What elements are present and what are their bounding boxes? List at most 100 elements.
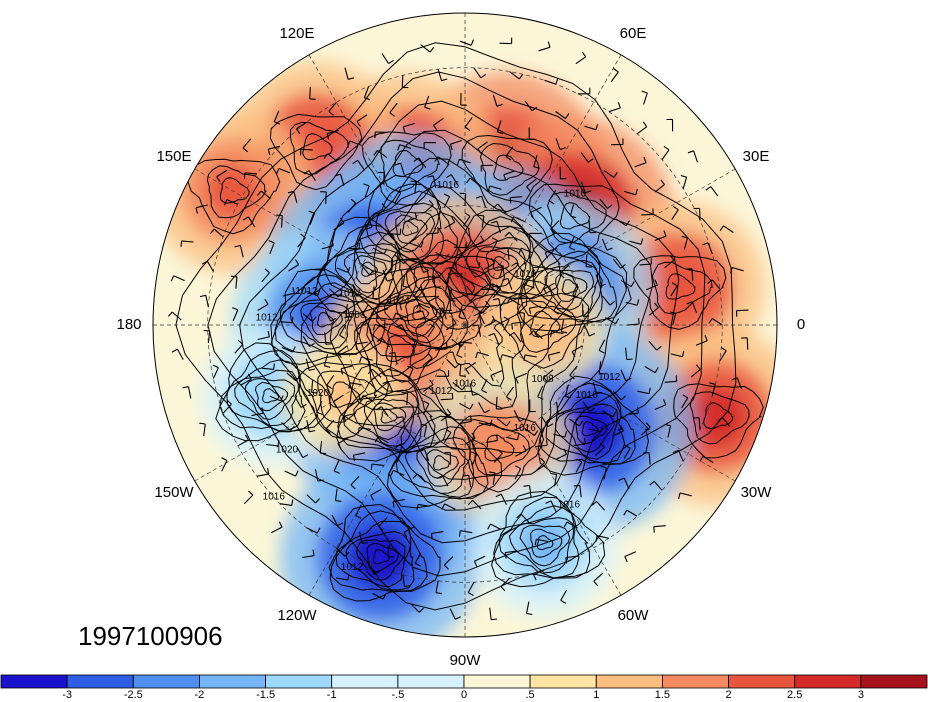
wind-barb — [449, 139, 462, 151]
wind-barb — [427, 323, 435, 338]
wind-barb — [434, 156, 449, 165]
wind-barb — [629, 238, 644, 245]
colorbar-box — [0, 674, 68, 689]
wind-barb — [321, 239, 334, 250]
wind-barb — [516, 513, 530, 523]
wind-barb — [410, 603, 424, 613]
wind-barb — [445, 317, 457, 331]
wind-barb — [378, 171, 385, 185]
isobar — [581, 421, 599, 437]
wind-barb — [336, 266, 351, 273]
wind-barb — [420, 44, 435, 53]
wind-barb — [407, 365, 414, 380]
wind-barb — [456, 158, 471, 166]
colorbar-box — [463, 674, 531, 689]
wind-barb — [549, 330, 564, 338]
timestamp-label: 1997100906 — [78, 621, 223, 651]
wind-barb — [473, 67, 487, 79]
isobar — [484, 434, 515, 462]
wind-barb — [396, 324, 408, 336]
wind-barb — [212, 364, 219, 379]
isobar — [461, 134, 553, 213]
wind-barb — [466, 177, 481, 186]
wind-barb — [466, 262, 481, 269]
isobar — [262, 388, 280, 404]
wind-barbs — [167, 37, 749, 621]
wind-barb — [222, 399, 232, 414]
wind-barb — [324, 310, 337, 322]
wind-barb — [433, 275, 441, 288]
wind-barb — [653, 525, 666, 533]
wind-barb — [509, 71, 524, 80]
wind-barb — [505, 433, 520, 441]
wind-barb — [565, 555, 578, 564]
wind-barb — [203, 329, 211, 343]
wind-barb — [505, 386, 514, 401]
wind-barb — [670, 282, 678, 297]
wind-barb — [612, 425, 624, 437]
isobar — [386, 410, 503, 509]
isobar — [508, 517, 575, 574]
longitude-label: 150E — [156, 148, 191, 165]
wind-barb — [518, 247, 533, 254]
wind-barb — [464, 432, 476, 445]
wind-barb — [399, 300, 412, 311]
wind-barb — [729, 266, 744, 274]
colorbar-box — [860, 674, 928, 689]
longitude-label: 60E — [620, 25, 647, 42]
isobar — [309, 306, 344, 336]
wind-barb — [555, 448, 567, 460]
contour-label: 1016 — [564, 189, 587, 200]
wind-barb — [171, 348, 184, 360]
wind-barb — [488, 332, 500, 345]
contour-label: 1016 — [437, 180, 460, 191]
wind-barb — [387, 544, 394, 558]
wind-barb — [230, 275, 238, 289]
wind-barb — [582, 304, 589, 317]
wind-barb — [336, 573, 350, 581]
wind-barb — [595, 274, 606, 287]
isobar — [353, 255, 388, 285]
isobar — [539, 382, 636, 466]
wind-barb — [435, 342, 448, 351]
wind-barb — [464, 116, 473, 132]
wind-barb — [306, 419, 316, 433]
wind-barb — [303, 170, 316, 181]
colorbar-box — [66, 674, 134, 689]
colorbar-box — [132, 674, 200, 689]
colorbar-box — [529, 674, 597, 689]
colorbar-label: -2.5 — [124, 689, 143, 701]
wind-barb — [605, 317, 620, 325]
wind-barb — [544, 247, 557, 259]
wind-barb — [731, 377, 743, 390]
meridian — [194, 324, 466, 482]
isobar — [361, 261, 378, 277]
isobar — [472, 422, 532, 476]
contour-label: 1020 — [276, 444, 299, 455]
isobar — [280, 282, 359, 354]
wind-barb — [577, 87, 591, 95]
longitude-label: 30E — [743, 148, 770, 165]
map-border — [152, 12, 778, 638]
wind-barb — [343, 412, 356, 423]
wind-barb — [654, 230, 667, 242]
wind-barb — [491, 220, 501, 233]
wind-barb — [460, 93, 467, 106]
wind-barb — [575, 458, 583, 473]
isobar — [533, 259, 599, 318]
wind-barb — [257, 330, 270, 341]
wind-barb — [575, 51, 587, 65]
wind-barb — [693, 207, 701, 221]
wind-barb — [396, 416, 406, 429]
wind-barb — [326, 374, 335, 390]
isobar — [416, 445, 466, 487]
wind-barb — [626, 407, 639, 416]
wind-barb — [648, 302, 659, 316]
wind-barb — [465, 362, 477, 375]
wind-barb — [376, 308, 389, 318]
wind-barb — [302, 336, 315, 347]
wind-barb — [592, 381, 603, 395]
wind-barb — [503, 316, 510, 331]
wind-barb — [571, 345, 583, 358]
isobar — [329, 184, 603, 454]
